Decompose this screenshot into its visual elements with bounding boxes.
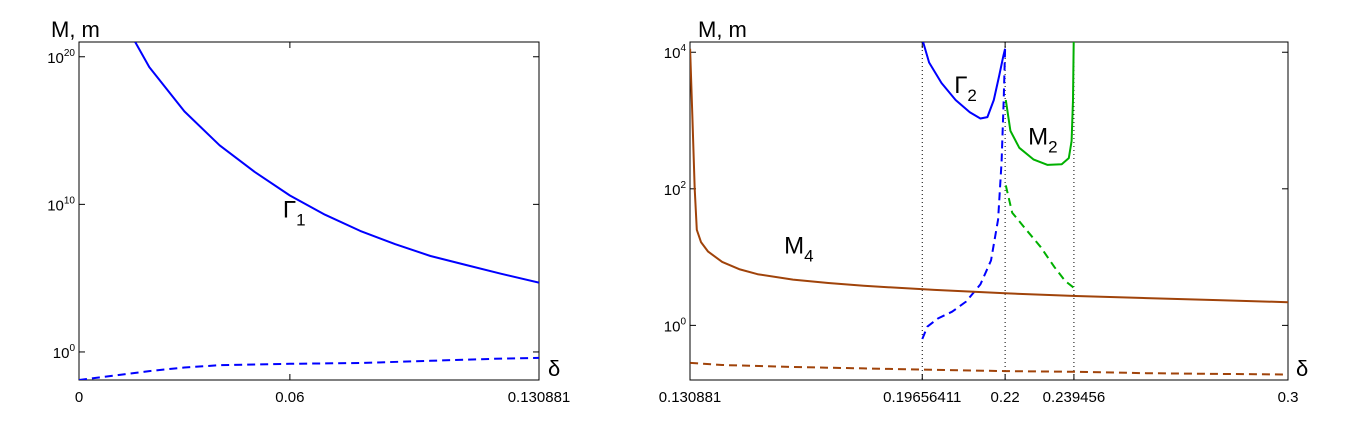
right-series-line-3 (1004, 185, 1075, 289)
right-x-tick-label: 0.130881 (659, 389, 722, 406)
right-series-annotation: Γ2 (954, 72, 977, 105)
left-plot-marks: 0 0.06 0.130881 100 1010 1020 Γ1 (47, 42, 570, 406)
right-series-line-4 (690, 48, 1288, 304)
left-y-tick-label: 1010 (47, 195, 75, 214)
left-series-annotation: Γ1 (283, 197, 306, 230)
right-series-annotation: M2 (1028, 123, 1057, 156)
right-x-tick-label: 0.22 (991, 389, 1020, 406)
right-series-line-5 (690, 361, 1288, 376)
right-series-annotation: M4 (784, 233, 813, 266)
right-plot-frame (689, 41, 1289, 381)
right-x-tick-label: 0.239456 (1043, 389, 1106, 406)
right-x-tick-label: 0.19656411 (883, 389, 961, 406)
right-x-tick-label: 0.3 (1278, 389, 1299, 406)
left-x-tick-label: 0 (75, 389, 83, 406)
left-x-tick-label: 0.130881 (508, 389, 571, 406)
right-series-line-0 (922, 42, 1007, 120)
right-y-axis-label: M, m (698, 17, 747, 42)
left-x-tick-label: 0.06 (275, 389, 304, 406)
left-series-line-1 (79, 356, 539, 380)
right-y-tick-label: 100 (664, 316, 687, 335)
right-series-line-2 (1004, 42, 1075, 166)
left-y-tick-label: 1020 (47, 48, 75, 67)
left-plot-frame (78, 41, 540, 381)
left-y-tick-label: 100 (53, 343, 76, 362)
right-y-tick-label: 102 (664, 180, 687, 199)
right-chart: 0.130881 0.19656411 0.22 0.239456 0.3 100 102 1… (659, 17, 1309, 406)
right-plot-marks: 0.130881 0.19656411 0.22 0.239456 0.3 100 102 1… (659, 42, 1299, 406)
left-y-axis-label: M, m (51, 17, 100, 42)
right-y-tick-label: 104 (664, 43, 687, 62)
right-series-line-1 (921, 48, 1007, 340)
left-x-axis-label: δ (548, 356, 560, 381)
left-chart: 0 0.06 0.130881 100 1010 1020 Γ1 M, m δ (47, 17, 570, 406)
left-series-line-0 (134, 42, 539, 284)
right-x-axis-label: δ (1296, 356, 1308, 381)
